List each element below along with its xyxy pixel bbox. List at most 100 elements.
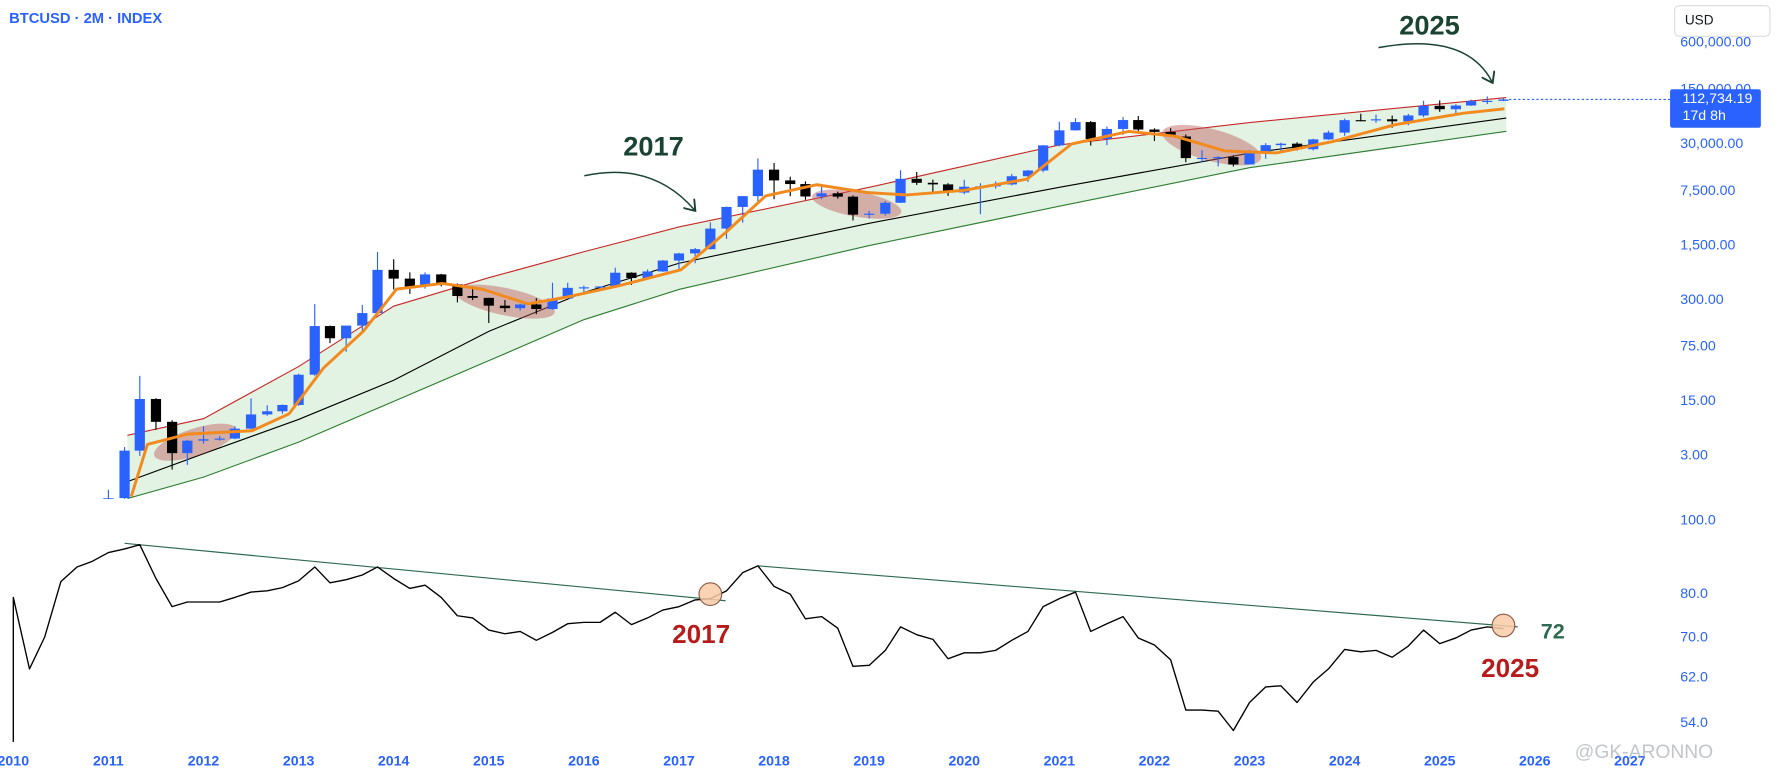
candle-body [1498,99,1509,101]
candle-body [1038,145,1049,171]
y-tick-label: 7,500.00 [1680,183,1735,199]
watermark: @GK-ARONNO [1575,742,1713,763]
candle-body [277,404,288,412]
last-price-label: 112,734.19 [1683,91,1753,107]
x-tick-label: 2015 [473,754,505,770]
candle-body [1101,128,1112,140]
candle-body [499,305,511,309]
candle-body [119,450,130,499]
x-tick-label: 2026 [1519,754,1551,770]
y-tick-label: 1,500.00 [1680,237,1735,253]
candle-body [357,313,368,326]
candle-body [1085,122,1096,140]
y-tick-label: 75.00 [1680,339,1716,355]
candle-body [642,271,653,279]
moving-average [129,107,1505,498]
candle-body [673,253,685,261]
x-tick-label: 2019 [853,754,885,770]
candle-body [372,269,383,314]
x-tick-label: 2013 [283,754,315,770]
candle-body [1228,157,1239,165]
candle-body [262,411,273,415]
currency-button[interactable] [1674,5,1771,37]
candle-body [1054,130,1065,146]
candle-body [911,178,922,183]
y-tick-label: 80.0 [1680,586,1708,602]
x-tick-label: 2017 [663,754,695,770]
candle-body [452,284,463,297]
candle-body [657,260,668,272]
candle-body [150,399,162,422]
candle-body [182,440,193,454]
candle-body [610,272,621,287]
candle-body [1022,170,1034,177]
x-tick-label: 2021 [1044,754,1076,770]
candle-body [245,414,257,429]
annotation: 2017 [672,619,730,649]
candle-body [1434,105,1445,110]
y-tick-label: 70.0 [1680,630,1708,646]
candle-body [419,274,431,287]
candle-body [927,182,938,185]
candle-body [768,169,780,181]
candle-body [1180,136,1191,159]
candle-body [832,193,843,197]
x-tick-label: 2024 [1329,754,1361,770]
candle-body [800,184,811,197]
annotation-arrow [584,171,694,209]
candle-body [436,274,447,285]
candle-body [1244,153,1255,165]
annotation: 2017 [623,131,684,162]
candle-body [721,206,732,229]
candle-body [388,269,399,279]
candle-body [229,428,240,439]
trendline [124,542,726,602]
x-tick-label: 2016 [568,754,600,770]
candle-body [690,249,701,254]
candle-body [942,184,954,193]
oscillator-line [12,544,1504,742]
y-tick-label: 54.0 [1680,715,1708,731]
candle-body [1465,101,1477,106]
candle-body [467,296,478,298]
candle-body [1355,120,1366,122]
y-tick-label: 600,000.00 [1680,35,1751,51]
x-tick-label: 2010 [0,754,29,770]
candle-body [1339,120,1350,133]
candle-body [483,297,494,306]
candle-body [1403,115,1414,122]
candle-body [134,399,145,451]
annotation-arrow [1378,43,1491,82]
oscillator-layer [12,542,1518,742]
currency-label[interactable]: USD [1685,13,1714,28]
candle-body [515,304,526,309]
x-tick-label: 2025 [1424,754,1456,770]
y-tick-label: 30,000.00 [1680,136,1743,152]
candle-body [1260,145,1271,154]
x-tick-label: 2020 [948,754,980,770]
y-tick-label: 62.0 [1680,670,1708,686]
candle-body [578,287,589,289]
candle-body [1291,143,1303,150]
candle-body [1117,120,1129,129]
candle-body [752,169,764,197]
candle-body [1418,105,1429,116]
candle-body [214,438,225,440]
y-tick-label: 3.00 [1680,448,1708,464]
candle-body [341,325,352,339]
x-tick-label: 2012 [188,754,220,770]
candle-body [562,287,573,299]
candle-body [547,298,558,310]
highlight-marker [698,582,723,607]
candle-body [705,228,716,250]
band-upper [127,97,1507,436]
countdown-label: 17d 8h [1683,108,1726,124]
candle-body [1323,132,1334,140]
candle-body [198,439,209,441]
annotation: 2025 [1481,653,1539,683]
candle-body [531,304,542,310]
y-tick-label: 300.00 [1680,292,1723,308]
y-tick-label: 100.0 [1680,513,1716,529]
